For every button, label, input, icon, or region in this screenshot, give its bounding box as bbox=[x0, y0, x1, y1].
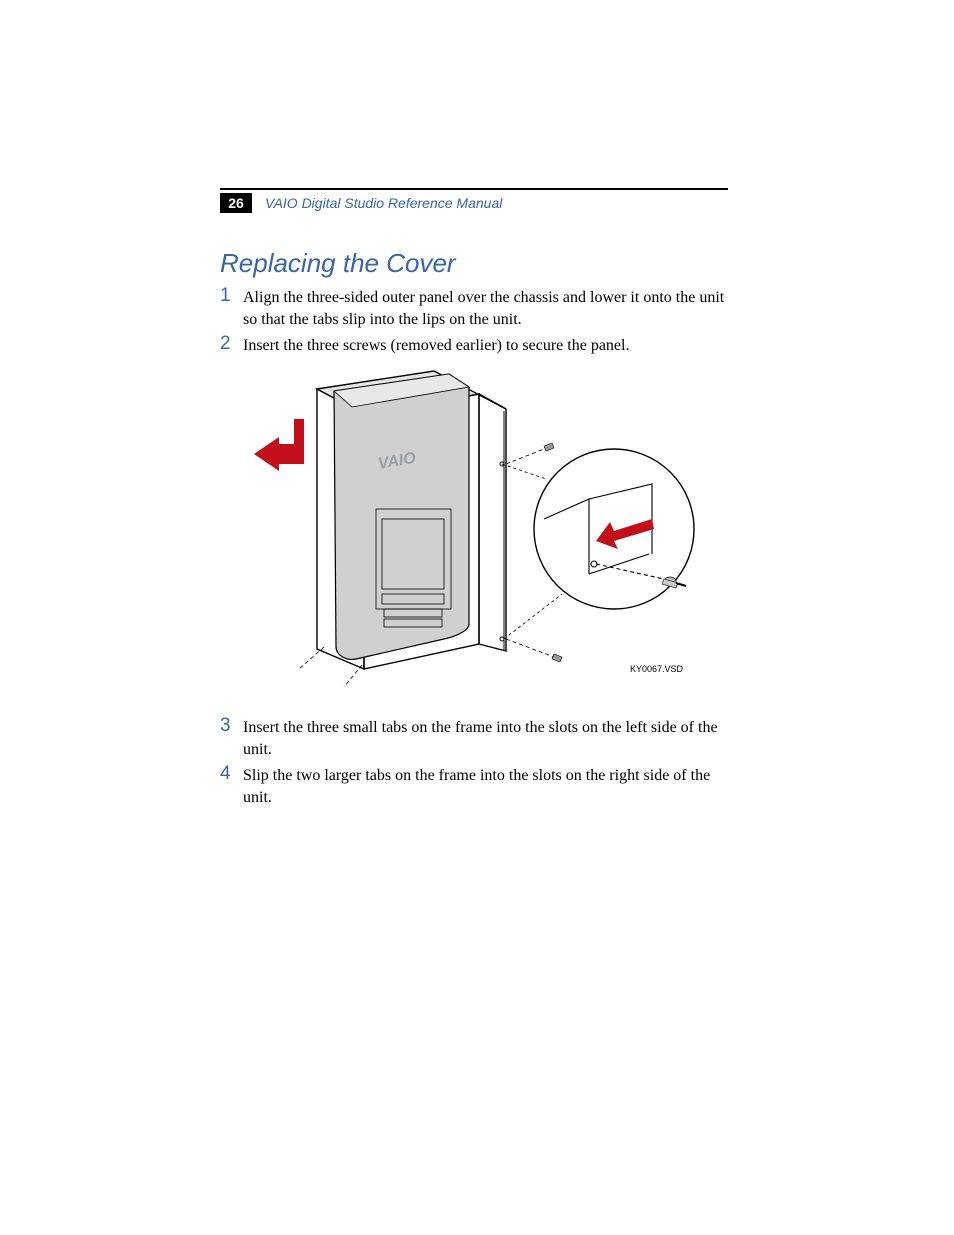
page: 26 VAIO Digital Studio Reference Manual … bbox=[0, 0, 954, 1235]
step-2: 2 Insert the three screws (removed earli… bbox=[220, 335, 728, 357]
slide-arrow-icon bbox=[254, 419, 304, 471]
step-number: 2 bbox=[220, 333, 240, 355]
step-number: 4 bbox=[220, 763, 240, 785]
step-number: 1 bbox=[220, 285, 240, 307]
step-3: 3 Insert the three small tabs on the fra… bbox=[220, 717, 728, 760]
step-text: Insert the three screws (removed earlier… bbox=[243, 335, 728, 357]
rear-edge bbox=[500, 411, 504, 651]
cover-panel: VAIO bbox=[334, 374, 469, 659]
figure-caption: KY0067.VSD bbox=[630, 664, 683, 674]
page-number: 26 bbox=[220, 193, 252, 213]
step-text: Insert the three small tabs on the frame… bbox=[243, 717, 728, 760]
cover-diagram: VAIO bbox=[244, 369, 702, 689]
step-number: 3 bbox=[220, 715, 240, 737]
header-rule bbox=[220, 188, 728, 190]
step-text: Slip the two larger tabs on the frame in… bbox=[243, 765, 728, 808]
detail-callout bbox=[534, 449, 694, 609]
header-title: VAIO Digital Studio Reference Manual bbox=[265, 195, 502, 211]
step-1: 1 Align the three-sided outer panel over… bbox=[220, 287, 728, 330]
section-heading: Replacing the Cover bbox=[220, 248, 456, 279]
step-text: Align the three-sided outer panel over t… bbox=[243, 287, 728, 330]
step-4: 4 Slip the two larger tabs on the frame … bbox=[220, 765, 728, 808]
